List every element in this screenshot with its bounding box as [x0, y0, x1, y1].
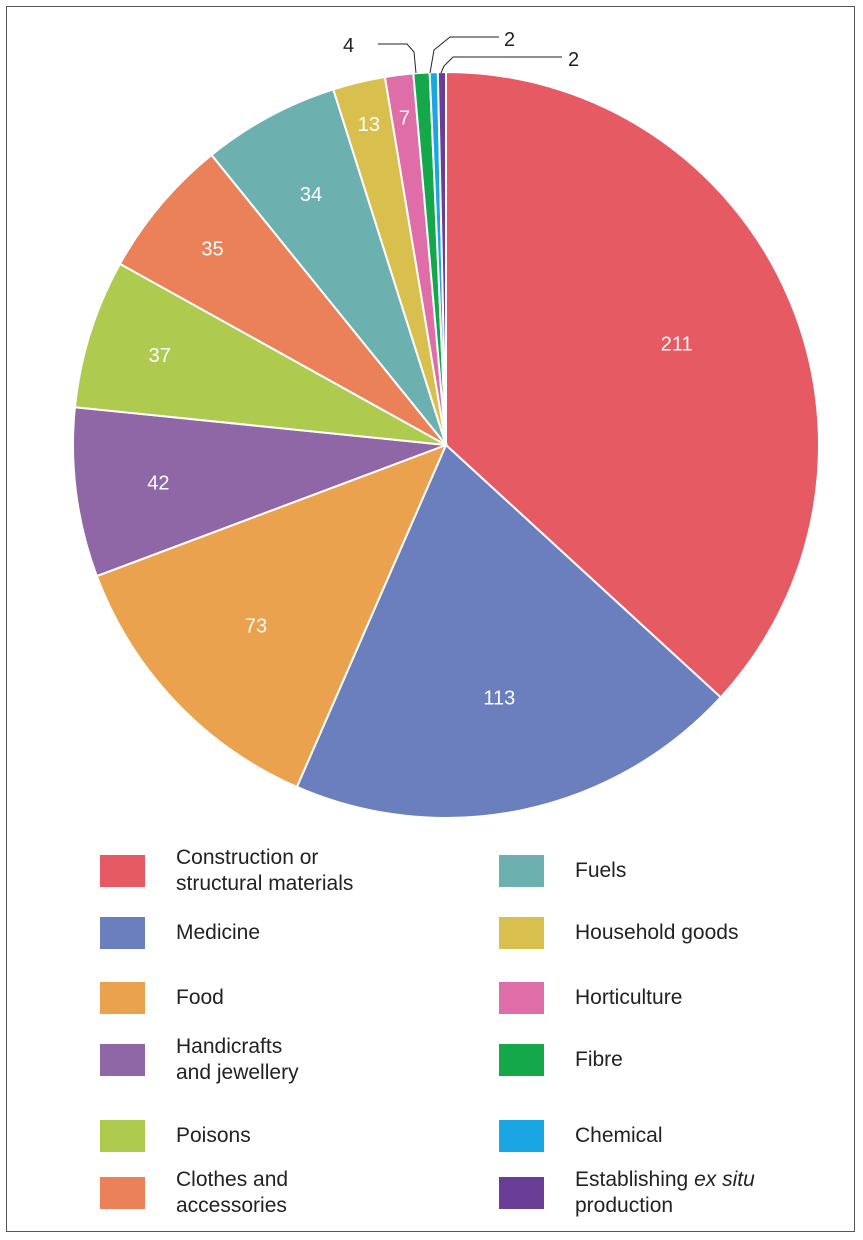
legend-label-text: Construction or — [176, 846, 319, 869]
legend-label-line: Poisons — [176, 1123, 251, 1149]
slice-data-label: 4 — [343, 35, 354, 57]
legend-label-line: Medicine — [176, 920, 260, 946]
slice-data-label: 34 — [300, 184, 322, 206]
legend-label-text: Medicine — [176, 921, 261, 944]
legend-label-line: Household goods — [575, 920, 738, 946]
legend-label-line: structural materials — [176, 872, 354, 895]
legend-label-line: Horticulture — [575, 985, 682, 1011]
legend-label-line: production — [575, 1194, 674, 1217]
legend-swatch — [499, 1120, 544, 1152]
legend-item: Establishing ex situ production — [499, 1168, 755, 1219]
legend-label: Food — [176, 985, 224, 1011]
legend-label: Construction or structural materials — [176, 845, 353, 897]
pie-slice — [210, 88, 447, 446]
legend-label: Clothes and accessories — [176, 1167, 288, 1219]
legend-item: Poisons — [100, 1120, 251, 1152]
legend-label-text: Household goods — [575, 921, 739, 944]
slice-data-label: 2 — [504, 29, 515, 51]
slice-data-label: 13 — [358, 114, 380, 136]
legend-label-line: Fuels — [575, 858, 626, 884]
legend-item: Fuels — [499, 855, 626, 887]
legend-label: Establishing ex situ production — [575, 1167, 755, 1219]
pie-slice — [95, 443, 448, 789]
legend-label-text: Food — [176, 986, 224, 1009]
slice-data-label: 113 — [483, 687, 515, 709]
slice-data-label: 7 — [399, 108, 410, 130]
legend-label-text: Chemical — [575, 1124, 663, 1147]
legend-label: Horticulture — [575, 985, 682, 1011]
legend-item: Household goods — [499, 917, 738, 949]
legend-label-line: Chemical — [575, 1123, 663, 1149]
slice-data-label: 37 — [149, 345, 171, 367]
legend-label: Chemical — [575, 1123, 663, 1149]
legend-label: Medicine — [176, 920, 260, 946]
legend-label-line: accessories — [176, 1194, 287, 1217]
slice-data-label: 211 — [661, 334, 693, 356]
slice-data-label: 42 — [147, 472, 169, 494]
legend-swatch — [499, 982, 544, 1014]
legend-label: Poisons — [176, 1123, 251, 1149]
slice-data-label: 73 — [245, 615, 267, 637]
pie-slice — [445, 70, 820, 699]
legend-label-line: and jewellery — [176, 1061, 299, 1084]
legend-item: Horticulture — [499, 982, 682, 1014]
label-leader-line — [429, 36, 499, 74]
label-leader-line — [440, 56, 562, 74]
legend-label-line: Clothes and — [176, 1167, 288, 1193]
legend-item: Handicrafts and jewellery — [100, 1035, 299, 1086]
pie-slice — [73, 262, 447, 446]
legend-item: Clothes and accessories — [100, 1168, 288, 1219]
pie-slice — [295, 443, 723, 819]
legend-item: Construction or structural materials — [100, 846, 353, 897]
legend-label-text: Establishing — [575, 1168, 695, 1191]
legend-label-text: Poisons — [176, 1124, 251, 1147]
legend-label: Fibre — [575, 1047, 623, 1073]
legend-label-text: Fibre — [575, 1048, 623, 1071]
legend-item: Chemical — [499, 1120, 663, 1152]
legend-label-line: Fibre — [575, 1047, 623, 1073]
legend-label: Fuels — [575, 858, 626, 884]
label-leader-line — [378, 43, 417, 74]
legend-label-line: Handicrafts — [176, 1034, 299, 1060]
legend-label-line: Construction or — [176, 845, 353, 871]
slice-data-label: 2 — [568, 49, 579, 71]
legend-label-text: Horticulture — [575, 986, 683, 1009]
legend-label-text: Fuels — [575, 859, 627, 882]
legend-item: Fibre — [499, 1044, 623, 1076]
legend-swatch — [100, 855, 145, 887]
legend-swatch — [499, 1177, 544, 1209]
legend-swatch — [100, 982, 145, 1014]
slice-data-label: 35 — [201, 239, 223, 261]
legend-swatch — [100, 1177, 145, 1209]
legend-label-line: Establishing ex situ — [575, 1167, 755, 1193]
chart-frame — [6, 6, 855, 1232]
pie-slice — [72, 406, 447, 578]
legend-label-text: Handicrafts — [176, 1035, 283, 1058]
legend-swatch — [499, 855, 544, 887]
legend-label-text: Clothes and — [176, 1168, 289, 1191]
legend-swatch — [100, 1120, 145, 1152]
legend-label: Handicrafts and jewellery — [176, 1034, 299, 1086]
pie-slice — [118, 153, 447, 446]
legend-label-line: Food — [176, 985, 224, 1011]
legend-swatch — [100, 1044, 145, 1076]
legend-swatch — [499, 917, 544, 949]
legend-label: Household goods — [575, 920, 738, 946]
legend-item: Food — [100, 982, 224, 1014]
legend-item: Medicine — [100, 917, 260, 949]
legend-label-italic: ex situ — [694, 1168, 755, 1191]
legend-swatch — [499, 1044, 544, 1076]
legend-swatch — [100, 917, 145, 949]
